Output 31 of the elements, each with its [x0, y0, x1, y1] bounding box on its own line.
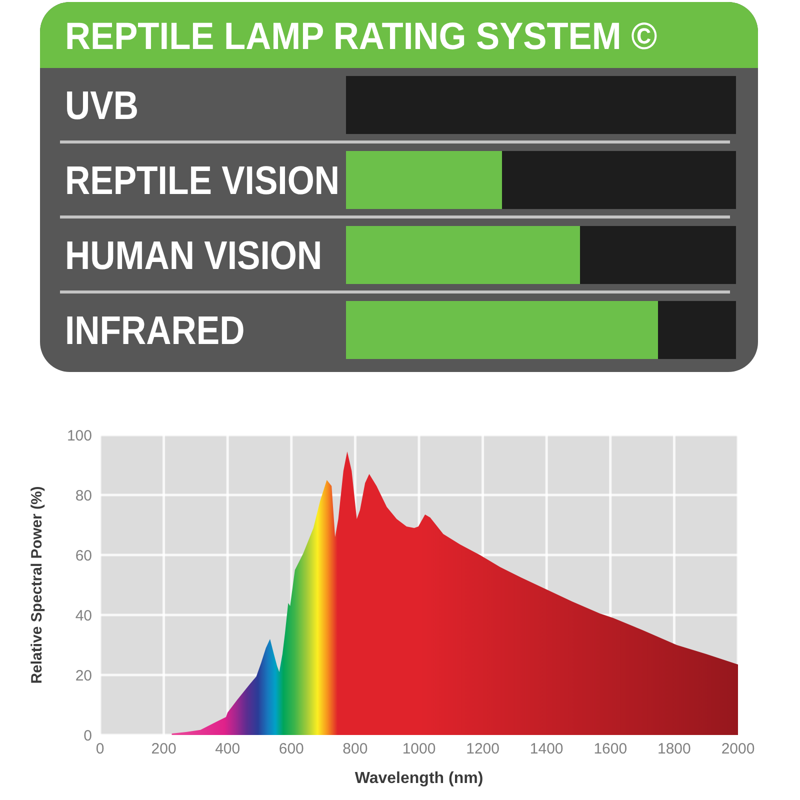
y-tick-label: INFRARED	[65, 308, 245, 352]
y-tick-label: UVB	[65, 82, 138, 128]
bar	[346, 76, 736, 134]
x-tick-label: 400	[215, 740, 240, 758]
x-tick-label: 0	[96, 740, 104, 758]
chart-title: REPTILE LAMP RATING SYSTEM ©	[65, 15, 658, 60]
bar	[580, 226, 736, 284]
x-tick-label: 1000	[402, 740, 436, 758]
x-tick-label: 600	[278, 740, 304, 758]
x-tick-label: 1200	[466, 740, 500, 758]
y-tick-label: 0	[84, 727, 92, 744]
x-axis-title: Wavelength (nm)	[354, 770, 484, 787]
x-tick-label: 2000	[721, 740, 755, 758]
x-tick-label: 1400	[530, 740, 564, 758]
x-tick-label: 1800	[658, 740, 691, 758]
y-axis-title: Relative Spectral Power (%)	[28, 486, 46, 684]
bar	[346, 151, 502, 209]
y-tick-label: 80	[75, 487, 92, 504]
x-tick-label: 1600	[594, 740, 628, 758]
y-tick-label: 20	[75, 667, 92, 684]
y-tick-label: REPTILE VISION	[65, 158, 340, 202]
y-tick-label: HUMAN VISION	[65, 232, 322, 278]
bar	[658, 301, 736, 359]
y-tick-label: 100	[66, 427, 92, 444]
bar	[346, 301, 658, 359]
bar	[346, 226, 580, 284]
y-tick-label: 60	[75, 547, 92, 564]
x-tick-label: 800	[342, 740, 368, 758]
bar	[502, 151, 736, 209]
y-tick-label: 40	[75, 607, 92, 624]
x-tick-label: 200	[151, 740, 176, 758]
